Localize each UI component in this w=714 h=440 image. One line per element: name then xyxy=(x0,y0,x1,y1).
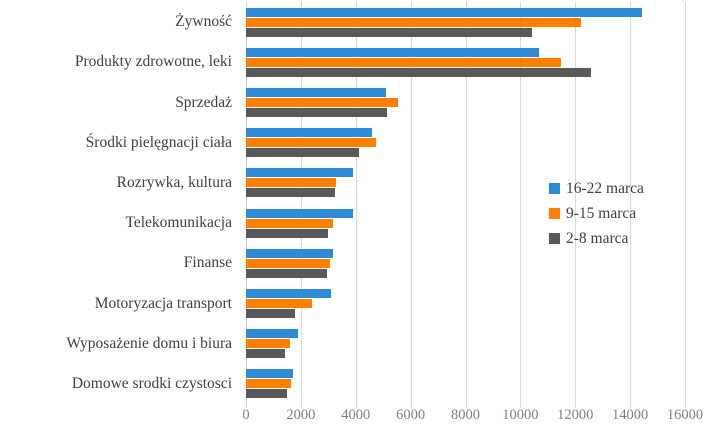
legend-swatch-icon xyxy=(549,233,560,244)
value-tick-label: 10000 xyxy=(502,407,539,423)
bar-group xyxy=(246,329,685,359)
value-axis: 0 2000 4000 6000 8000 10000 12000 14000 16000 xyxy=(242,404,703,426)
category-label: Środki pielęgnacji ciała xyxy=(85,133,232,151)
bar xyxy=(246,128,372,138)
tick-mark xyxy=(246,404,247,408)
bar xyxy=(246,228,329,238)
category-label: Finanse xyxy=(183,254,232,272)
bar xyxy=(246,148,360,158)
tick-mark xyxy=(465,404,467,408)
bar xyxy=(246,168,353,178)
value-tick-label: 8000 xyxy=(451,407,480,423)
gridline xyxy=(410,2,412,404)
value-tick-label: 6000 xyxy=(396,407,426,423)
gridline xyxy=(465,2,467,404)
gridline xyxy=(630,2,632,404)
bar xyxy=(246,299,312,308)
bar-group xyxy=(246,168,685,198)
legend-label: 2-8 marca xyxy=(566,229,629,247)
value-tick-label: 16000 xyxy=(666,407,704,423)
bar-group xyxy=(246,248,685,278)
bar xyxy=(246,57,561,67)
bar xyxy=(246,7,643,17)
category-label: Telekomunikacja xyxy=(125,214,232,232)
tick-mark xyxy=(355,404,357,408)
bar xyxy=(246,108,388,117)
value-tick-label: 12000 xyxy=(557,407,594,423)
bar-group xyxy=(246,7,685,37)
tick-mark xyxy=(630,404,632,408)
bar xyxy=(246,138,377,148)
legend-label: 16-22 marca xyxy=(566,179,644,197)
plot-area xyxy=(246,2,686,404)
legend-swatch-icon xyxy=(549,183,560,194)
bar-group xyxy=(246,208,685,238)
bar xyxy=(246,208,353,218)
bar xyxy=(246,218,333,228)
category-axis: Żywność Produkty zdrowotne, leki Sprzedaż Ś… xyxy=(0,0,238,404)
tick-mark xyxy=(685,404,686,408)
legend-item[interactable]: 9-15 marca xyxy=(549,201,709,226)
bar xyxy=(246,47,540,57)
bar xyxy=(246,329,299,339)
bar-group xyxy=(246,88,685,117)
bar xyxy=(246,258,330,268)
legend-label: 9-15 marca xyxy=(566,204,637,222)
legend-swatch-icon xyxy=(549,208,560,219)
bar xyxy=(246,17,581,27)
value-tick-label: 14000 xyxy=(612,407,649,423)
tick-mark xyxy=(410,404,412,408)
bar xyxy=(246,67,591,77)
bar-group xyxy=(246,289,685,318)
value-axis-line xyxy=(246,2,247,404)
bar xyxy=(246,379,291,389)
bar-group xyxy=(246,47,685,77)
bar-group xyxy=(246,128,685,158)
gridline xyxy=(355,2,357,404)
category-label: Domowe srodki czystosci xyxy=(71,374,232,392)
category-label: Motoryzacja transport xyxy=(94,294,232,312)
bar xyxy=(246,98,398,107)
bar xyxy=(246,389,287,399)
category-label: Produkty zdrowotne, leki xyxy=(74,53,232,71)
bar xyxy=(246,88,386,97)
chart-legend: 16-22 marca 9-15 marca 2-8 marca xyxy=(549,176,709,251)
bar xyxy=(246,289,332,298)
bar xyxy=(246,178,336,188)
tick-mark xyxy=(575,404,577,408)
gridline xyxy=(300,2,302,404)
tick-mark xyxy=(520,404,522,408)
category-label: Rozrywka, kultura xyxy=(116,173,232,191)
bar xyxy=(246,369,293,379)
legend-item[interactable]: 16-22 marca xyxy=(549,176,709,201)
bar xyxy=(246,309,296,318)
bar xyxy=(246,188,335,198)
value-tick-label: 4000 xyxy=(341,407,371,423)
bar xyxy=(246,27,532,37)
bar xyxy=(246,248,333,258)
bar xyxy=(246,349,285,359)
gridline xyxy=(575,2,577,404)
category-label: Wyposażenie domu i biura xyxy=(66,334,232,352)
bar-group xyxy=(246,369,685,399)
bar xyxy=(246,268,327,278)
value-tick-label: 2000 xyxy=(286,407,316,423)
legend-item[interactable]: 2-8 marca xyxy=(549,226,709,251)
category-label: Żywność xyxy=(175,13,232,31)
bar xyxy=(246,339,290,349)
gridline xyxy=(685,2,686,404)
category-label: Sprzedaż xyxy=(175,93,232,111)
gridline xyxy=(520,2,522,404)
tick-mark xyxy=(300,404,302,408)
value-tick-label: 0 xyxy=(242,407,250,423)
